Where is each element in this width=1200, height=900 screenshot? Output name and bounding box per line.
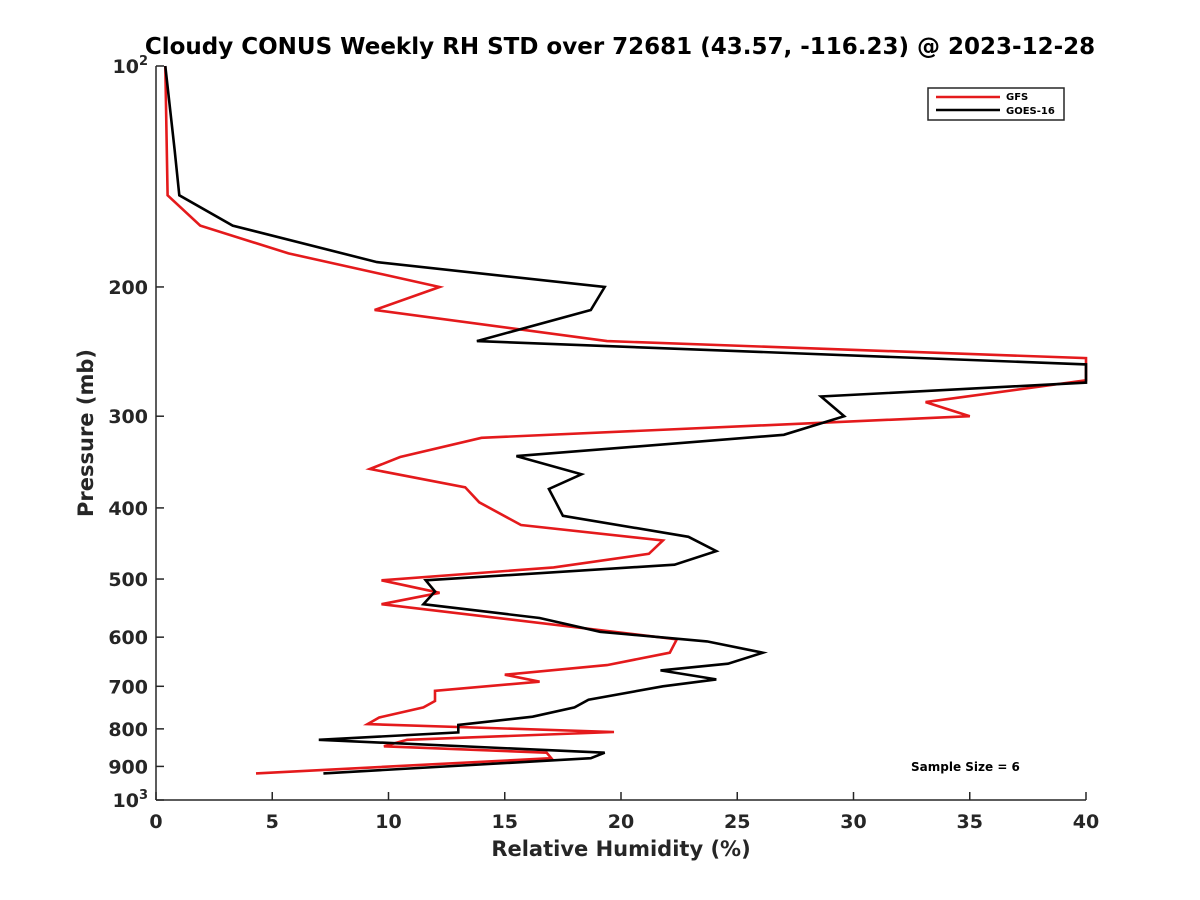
y-ticks: 102 200 300 400 500 600 700 800 900 103 (108, 54, 164, 812)
legend: GFS GOES-16 (927, 87, 1065, 121)
x-axis-label: Relative Humidity (%) (491, 837, 750, 861)
x-tick-label: 20 (608, 811, 634, 833)
series-line-gfs (164, 65, 1088, 775)
y-tick-label: 700 (108, 676, 148, 698)
x-tick-label: 40 (1073, 811, 1099, 833)
y-tick-label: 600 (108, 627, 148, 649)
y-tick-label: 200 (108, 277, 148, 299)
x-tick-label: 10 (375, 811, 401, 833)
chart-title: Cloudy CONUS Weekly RH STD over 72681 (4… (145, 34, 1095, 60)
y-tick-label: 800 (108, 719, 148, 741)
x-tick-label: 0 (149, 811, 162, 833)
x-tick-label: 35 (957, 811, 983, 833)
y-axis-label: Pressure (mb) (74, 349, 98, 517)
legend-label-gfs: GFS (1006, 92, 1028, 103)
x-tick-label: 25 (724, 811, 750, 833)
x-tick-label: 15 (492, 811, 518, 833)
y-tick-label: 400 (108, 498, 148, 520)
y-tick-label: 900 (108, 756, 148, 778)
legend-label-goes16: GOES-16 (1006, 106, 1055, 117)
plot-lines (164, 65, 1088, 775)
y-tick-label: 103 (113, 788, 149, 812)
y-tick-label: 500 (108, 569, 148, 591)
y-tick-label: 300 (108, 406, 148, 428)
x-tick-label: 30 (840, 811, 866, 833)
series-line-goes16 (164, 65, 1088, 775)
legend-box (927, 87, 1065, 121)
sample-size-annotation: Sample Size = 6 (911, 760, 1020, 774)
x-ticks: 0 5 10 15 20 25 30 35 40 (149, 792, 1099, 833)
y-tick-label: 102 (113, 54, 149, 78)
x-tick-label: 5 (266, 811, 279, 833)
